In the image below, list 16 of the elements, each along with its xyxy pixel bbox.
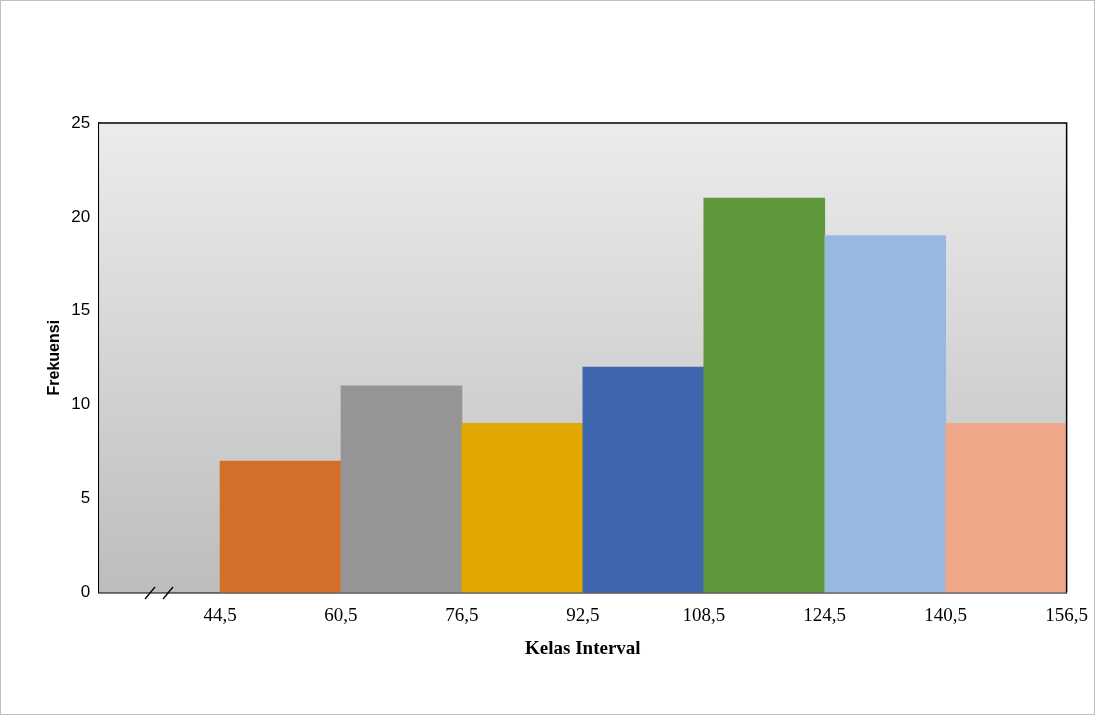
x-tick-label: 108,5 (682, 603, 726, 625)
x-tick-label: 156,5 (1045, 603, 1088, 625)
y-tick-label: 15 (71, 300, 91, 320)
y-tick-label: 5 (80, 488, 91, 508)
x-tick-label: 44,5 (203, 603, 237, 625)
y-tick-label: 10 (71, 394, 91, 414)
x-axis-title: Kelas Interval (525, 636, 641, 658)
y-axis-title: Frekuensi (45, 319, 63, 396)
y-tick-label: 0 (80, 582, 91, 602)
x-tick-label: 60,5 (324, 603, 358, 625)
x-tick-label: 140,5 (924, 603, 968, 625)
x-tick-label: 124,5 (803, 603, 847, 625)
x-tick-label: 76,5 (445, 603, 479, 625)
y-tick-label: 25 (71, 112, 91, 132)
x-tick-label: 92,5 (566, 603, 600, 625)
y-tick-label: 20 (71, 206, 91, 226)
